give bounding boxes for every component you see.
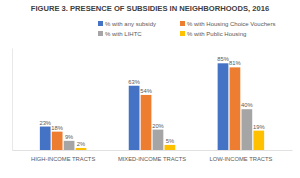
data-label: 19% — [253, 124, 265, 130]
legend-label: % with any subsidy — [105, 21, 156, 27]
bars — [40, 63, 264, 150]
bar-series — [52, 67, 241, 150]
x-tick: MIXED-INCOME TRACTS — [118, 150, 186, 162]
x-tick-label: MIXED-INCOME TRACTS — [118, 156, 186, 162]
data-label: 23% — [39, 120, 51, 126]
bar — [141, 95, 152, 150]
chart: FIGURE 3. PRESENCE OF SUBSIDIES IN NEIGH… — [0, 0, 300, 178]
x-axis-line — [13, 150, 293, 151]
legend-label: % with LIHTC — [105, 31, 142, 37]
data-label: 20% — [152, 123, 164, 129]
bar-series — [40, 63, 229, 150]
x-tick-label: LOW-INCOME TRACTS — [209, 156, 272, 162]
y-axis-line — [12, 49, 13, 151]
y-axis — [12, 49, 13, 151]
legend-label: % with Public Housing — [187, 31, 246, 37]
title: FIGURE 3. PRESENCE OF SUBSIDIES IN NEIGH… — [31, 4, 269, 13]
data-label: 9% — [65, 134, 73, 140]
legend-item: % with Housing Choice Vouchers — [180, 21, 275, 27]
x-tick: LOW-INCOME TRACTS — [209, 150, 272, 162]
bar — [241, 109, 252, 150]
data-label: 63% — [128, 79, 140, 85]
data-label: 54% — [140, 88, 152, 94]
bar — [76, 148, 87, 150]
bar — [153, 130, 164, 150]
bar-series — [64, 109, 253, 150]
bar — [40, 127, 51, 150]
x-tick-label: HIGH-INCOME TRACTS — [31, 156, 95, 162]
bar — [52, 132, 63, 150]
legend-label: % with Housing Choice Vouchers — [187, 21, 275, 27]
bar — [64, 141, 75, 150]
legend: % with any subsidy % with Housing Choice … — [98, 21, 275, 37]
legend-item: % with LIHTC — [98, 31, 142, 37]
bar — [253, 131, 264, 150]
x-tick: HIGH-INCOME TRACTS — [31, 150, 95, 162]
data-label: 40% — [241, 102, 253, 108]
bar — [230, 67, 241, 150]
legend-swatch — [180, 21, 185, 26]
data-label: 2% — [77, 141, 85, 147]
legend-swatch — [98, 31, 103, 36]
bar — [218, 63, 229, 150]
data-label: 81% — [229, 60, 241, 66]
data-label: 5% — [166, 138, 174, 144]
data-label: 85% — [217, 56, 229, 62]
legend-item: % with Public Housing — [180, 31, 246, 37]
bar — [129, 86, 140, 150]
x-axis: HIGH-INCOME TRACTS MIXED-INCOME TRACTS LOW… — [13, 150, 293, 162]
bar — [165, 145, 176, 150]
data-label: 18% — [51, 125, 63, 131]
legend-swatch — [180, 31, 185, 36]
legend-item: % with any subsidy — [98, 21, 156, 27]
data-labels: 23% 63% 85% 18% 54% 81% 9% 20% 40% 2% 5% 19% — [39, 56, 264, 147]
legend-swatch — [98, 21, 103, 26]
bar-series — [76, 131, 265, 150]
